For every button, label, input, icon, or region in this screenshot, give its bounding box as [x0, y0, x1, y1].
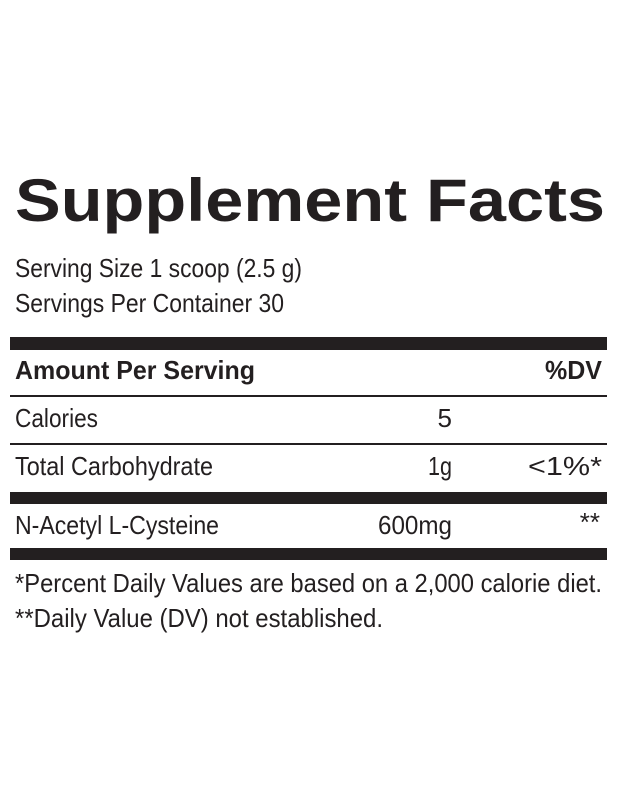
row-amount: 600mg — [378, 510, 452, 540]
row-name: Calories — [15, 403, 98, 433]
footnote: **Daily Value (DV) not established. — [15, 603, 383, 633]
row-dv: <1%* — [528, 451, 602, 481]
thick-rule — [10, 337, 607, 350]
row-amount: 1g — [428, 451, 452, 481]
row-dv: ** — [580, 507, 600, 537]
row-name: Total Carbohydrate — [15, 451, 213, 481]
header-dv: %DV — [545, 355, 603, 385]
row-amount: 5 — [438, 403, 452, 433]
thin-rule — [10, 443, 607, 445]
thin-rule — [10, 395, 607, 397]
row-name: N-Acetyl L-Cysteine — [15, 510, 219, 540]
thick-rule — [10, 492, 607, 504]
thick-rule — [10, 548, 607, 560]
header-amount: Amount Per Serving — [15, 355, 255, 385]
footnote: *Percent Daily Values are based on a 2,0… — [15, 568, 602, 598]
serving-size: Serving Size 1 scoop (2.5 g) — [15, 253, 302, 283]
title: Supplement Facts — [15, 167, 605, 234]
servings-per-container: Servings Per Container 30 — [15, 288, 284, 318]
